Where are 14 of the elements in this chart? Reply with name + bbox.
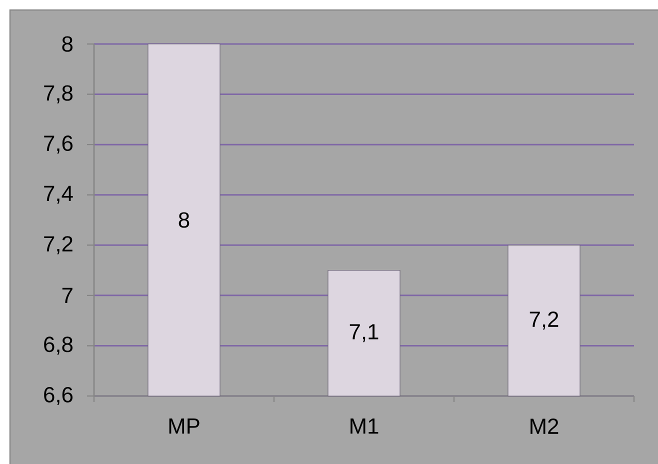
x-tick-label: MP <box>169 418 200 434</box>
y-tick-label: 7,2 <box>44 236 72 254</box>
y-tick-label: 8 <box>62 36 73 52</box>
y-tick-label: 6,8 <box>44 336 73 355</box>
y-tick-label: 6,6 <box>44 386 73 406</box>
y-tick-label: 7,4 <box>44 186 73 204</box>
x-tick-label: M2 <box>530 418 558 434</box>
x-tick-label: M1 <box>350 418 378 434</box>
data-label: 8 <box>178 212 190 228</box>
data-label: 7,1 <box>350 324 378 342</box>
data-label: 7,2 <box>530 312 558 330</box>
y-tick-label: 7,8 <box>44 85 73 104</box>
y-tick-label: 7,6 <box>44 136 73 154</box>
y-tick-label: 7 <box>62 288 72 303</box>
